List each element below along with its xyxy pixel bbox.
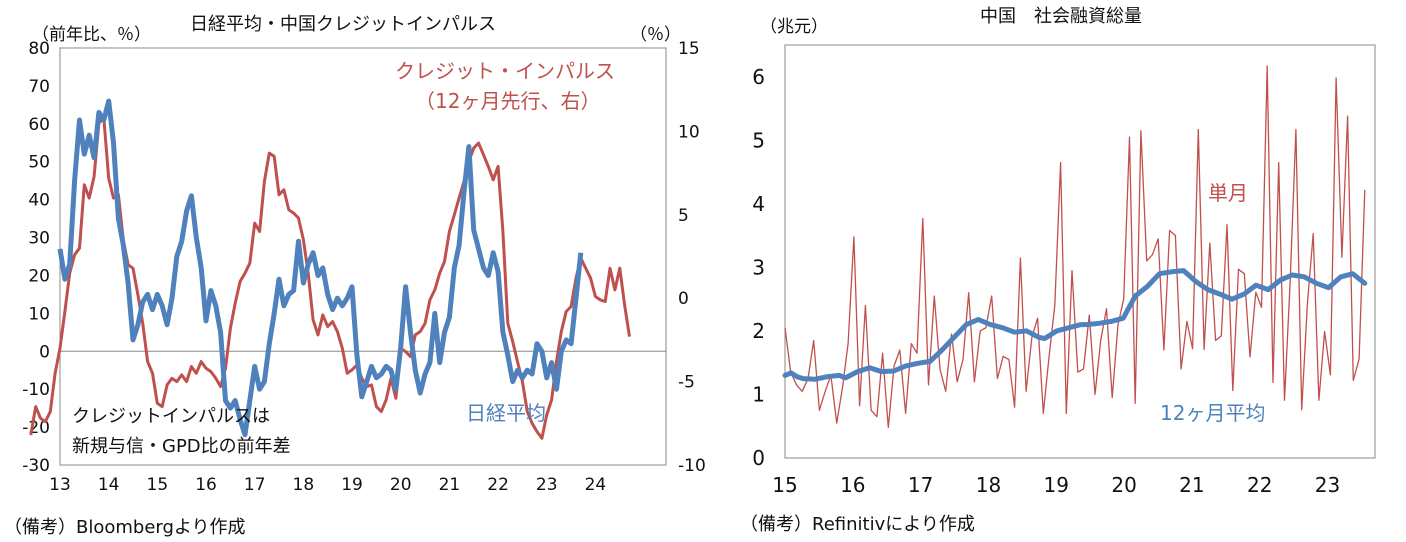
impulse-label-1: クレジット・インパルス xyxy=(395,59,615,83)
right-chart-x-tick: 18 xyxy=(976,473,1001,497)
right-chart-y-tick: 1 xyxy=(752,382,765,406)
series-credit-impulse xyxy=(29,116,631,440)
right-y-tick: 10 xyxy=(678,122,700,142)
note-line-2: 新規与信・GPD比の前年差 xyxy=(72,436,291,457)
right-chart-y-ticks: 6 5 4 3 2 1 0 xyxy=(752,65,765,470)
avg-label: 12ヶ月平均 xyxy=(1160,401,1265,425)
left-y-tick: 80 xyxy=(28,39,50,59)
right-y-tick: -10 xyxy=(678,456,706,476)
right-source: （備考）Refinitivにより作成 xyxy=(740,514,975,535)
left-y-tick: 0 xyxy=(39,342,50,362)
right-chart-x-tick: 23 xyxy=(1315,473,1340,497)
monthly-label: 単月 xyxy=(1208,181,1248,205)
left-y-tick: 10 xyxy=(28,304,50,324)
right-chart-y-tick: 0 xyxy=(752,446,765,470)
right-chart-unit: （兆元） xyxy=(760,17,828,37)
left-x-tick: 23 xyxy=(536,475,558,495)
left-x-tick: 15 xyxy=(147,475,169,495)
left-x-tick: 21 xyxy=(439,475,461,495)
left-x-tick: 18 xyxy=(293,475,315,495)
right-axis-unit: （％） xyxy=(630,25,681,45)
right-chart-y-tick: 2 xyxy=(752,319,765,343)
right-chart-x-tick: 17 xyxy=(908,473,933,497)
left-chart-title: 日経平均・中国クレジットインパルス xyxy=(190,14,496,35)
left-x-tick: 20 xyxy=(390,475,412,495)
left-x-tick: 24 xyxy=(585,475,607,495)
right-plot-area xyxy=(784,44,1376,459)
left-y-tick: 20 xyxy=(28,266,50,286)
left-y-tick: 40 xyxy=(28,191,50,211)
right-y-tick: 15 xyxy=(678,39,700,59)
right-chart-y-tick: 4 xyxy=(752,192,765,216)
series-monthly xyxy=(784,65,1366,429)
left-x-tick: 14 xyxy=(98,475,120,495)
left-x-tick: 22 xyxy=(487,475,509,495)
right-chart-x-tick: 15 xyxy=(772,473,797,497)
series-nikkei xyxy=(57,98,584,438)
right-y-tick: 0 xyxy=(678,289,689,309)
impulse-label-2: （12ヶ月先行、右） xyxy=(415,89,600,113)
right-chart-y-tick: 3 xyxy=(752,255,765,279)
left-y-tick: -10 xyxy=(22,380,50,400)
left-y-tick: 50 xyxy=(28,153,50,173)
right-chart-y-tick: 5 xyxy=(752,128,765,152)
left-axis-unit: （前年比、％） xyxy=(32,25,151,45)
left-x-tick: 16 xyxy=(195,475,217,495)
nikkei-label: 日経平均 xyxy=(466,401,546,425)
left-x-tick: 13 xyxy=(49,475,71,495)
left-y-tick: -30 xyxy=(22,456,50,476)
right-chart-x-ticks: 15 16 17 18 19 20 21 22 23 xyxy=(772,473,1340,497)
left-source: （備考）Bloombergより作成 xyxy=(4,517,246,538)
right-chart-title: 中国 社会融資総量 xyxy=(980,6,1142,27)
left-y-tick: 30 xyxy=(28,229,50,249)
right-chart-x-tick: 20 xyxy=(1111,473,1136,497)
right-chart-x-tick: 22 xyxy=(1247,473,1272,497)
right-y-tick: 5 xyxy=(678,206,689,226)
left-x-ticks: 13 14 15 16 17 18 19 20 21 22 23 24 xyxy=(49,475,606,495)
right-y-ticks: 15 10 5 0 -5 -10 xyxy=(678,39,706,476)
right-chart-x-tick: 16 xyxy=(840,473,865,497)
left-y-ticks: 80 70 60 50 40 30 20 10 0 -10 -20 -30 xyxy=(22,39,50,476)
left-y-tick: 60 xyxy=(28,115,50,135)
left-x-tick: 19 xyxy=(341,475,363,495)
left-x-tick: 17 xyxy=(244,475,266,495)
right-chart-x-tick: 19 xyxy=(1044,473,1069,497)
series-12m-average xyxy=(782,268,1368,382)
note-line-1: クレジットインパルスは xyxy=(72,406,270,427)
right-y-tick: -5 xyxy=(678,373,695,393)
left-y-tick: 70 xyxy=(28,77,50,97)
right-chart-x-tick: 21 xyxy=(1179,473,1204,497)
left-y-tick: -20 xyxy=(22,418,50,438)
right-chart-y-tick: 6 xyxy=(752,65,765,89)
